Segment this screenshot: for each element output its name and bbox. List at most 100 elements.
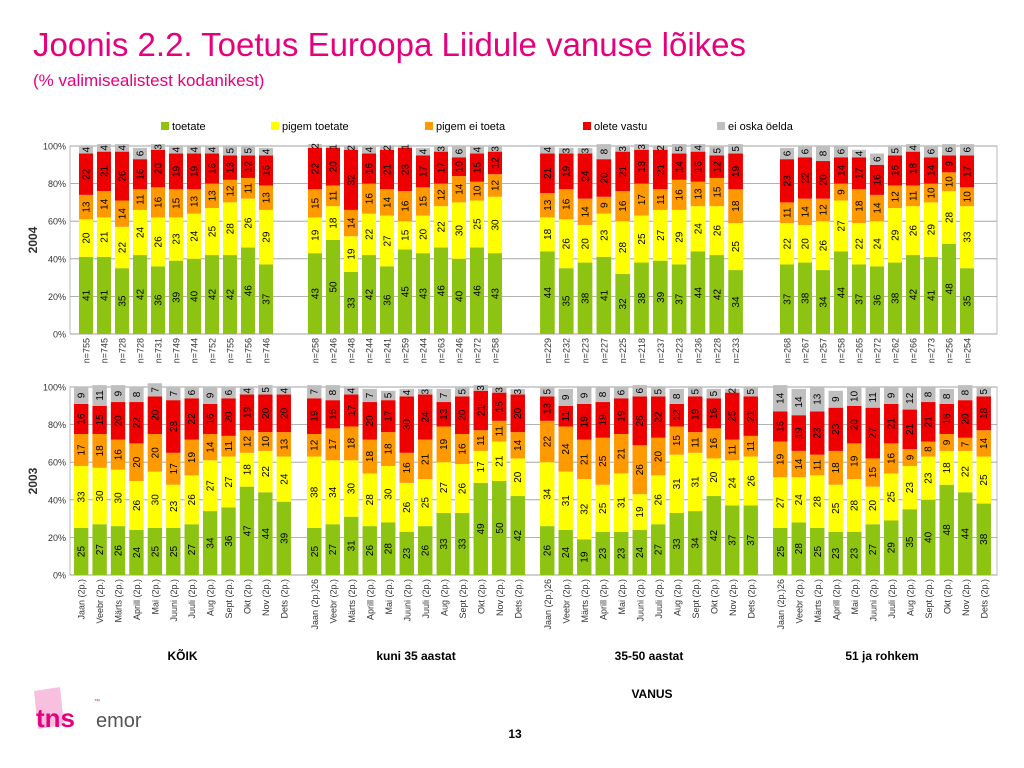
data-label: 33 (77, 491, 88, 503)
data-label: 8 (599, 148, 610, 154)
x-tick-label: Juuli (2p.) (187, 579, 197, 619)
bar-segment (887, 185, 903, 209)
bar-segment (132, 159, 148, 190)
bar-segment (202, 511, 218, 575)
data-label: 33 (963, 231, 974, 243)
x-tick-label: n=236 (693, 338, 703, 363)
bar-segment (615, 151, 631, 192)
data-label: 4 (855, 150, 866, 156)
data-label: 21 (495, 455, 506, 467)
data-label: 31 (561, 495, 572, 507)
bar-segment (399, 531, 414, 575)
bar-segment (941, 155, 957, 173)
bar-segment (728, 223, 743, 271)
data-label: 19 (617, 410, 628, 422)
x-tick-label: Veebr (2p.) (794, 579, 804, 624)
bar-segment (651, 396, 666, 438)
bar-segment (74, 465, 89, 528)
bar-segment (455, 434, 470, 465)
data-label: 18 (329, 217, 340, 229)
data-label: 27 (383, 235, 394, 247)
data-label: 20 (819, 174, 830, 186)
bar-segment (651, 437, 666, 476)
bar-segment (540, 153, 555, 193)
bar-segment (671, 209, 687, 265)
bar-segment (905, 185, 921, 207)
bar-segment (577, 153, 593, 199)
bar-segment (325, 206, 341, 240)
x-tick-label: n=244 (365, 338, 375, 363)
data-label: 19 (347, 248, 358, 260)
data-label: 14 (347, 217, 358, 229)
data-label: 35 (905, 536, 916, 548)
data-label: 15 (473, 162, 484, 174)
data-label: 16 (942, 413, 953, 425)
bar-segment (887, 262, 903, 334)
bar-segment (810, 411, 825, 455)
x-tick-label: Märts (2p.) (347, 579, 357, 623)
data-label: 18 (942, 462, 953, 474)
bar-segment (492, 481, 507, 575)
data-label: 5 (244, 147, 255, 153)
bar-segment (743, 505, 758, 575)
bar-segment (902, 387, 917, 410)
data-label: 26 (132, 499, 143, 511)
data-label: 6 (224, 389, 235, 395)
data-label: 11 (691, 437, 702, 448)
data-label: 16 (401, 200, 412, 212)
bar-segment (959, 155, 975, 188)
data-label: 11 (329, 190, 340, 201)
data-label: 21 (543, 167, 554, 179)
data-label: 16 (887, 452, 898, 464)
x-tick-label: n=273 (927, 338, 937, 363)
data-label: 27 (837, 220, 848, 232)
bar-segment (96, 151, 112, 192)
bar-segment (510, 432, 525, 459)
data-label: 16 (873, 174, 884, 186)
bar-segment (847, 405, 862, 444)
bar-segment (725, 388, 740, 393)
data-label: 28 (365, 494, 376, 506)
bar-segment (902, 465, 917, 510)
data-label: 18 (95, 445, 106, 457)
bar-segment (379, 215, 395, 267)
legend-swatch (583, 122, 591, 130)
data-label: 14 (927, 164, 938, 176)
bar-segment (186, 213, 202, 259)
bar-segment (74, 528, 89, 575)
x-tick-label: Sept (2p.) (691, 579, 701, 619)
bar-segment (558, 529, 573, 575)
bar-segment (577, 403, 592, 440)
data-label: 6 (617, 389, 628, 395)
x-tick-label: Juuni (2p.) (868, 579, 878, 622)
bar-segment (202, 460, 218, 512)
bar-segment (688, 511, 703, 575)
data-label: 9 (887, 392, 898, 398)
bar-segment (204, 146, 220, 154)
bar-segment (147, 528, 163, 575)
bar-segment (344, 460, 359, 517)
data-label: 21 (618, 165, 629, 177)
data-label: 5 (746, 388, 757, 394)
bar-segment (239, 430, 255, 453)
data-label: 14 (873, 202, 884, 214)
y-tick-label: 100% (43, 383, 66, 393)
data-label: 4 (909, 145, 920, 151)
group-label: 51 ja rohkem (845, 649, 918, 663)
data-label: 42 (513, 530, 524, 542)
x-tick-label: Veebr (2p.) (328, 579, 338, 624)
bar-segment (865, 387, 880, 408)
bar-segment (669, 388, 684, 404)
data-label: 39 (656, 291, 667, 303)
bar-segment (596, 144, 612, 160)
bar-segment (773, 477, 788, 528)
data-label: 14 (206, 441, 217, 453)
data-label: 17 (637, 194, 648, 206)
bar-segment (921, 387, 936, 403)
bar-segment (362, 439, 377, 474)
data-label: 42 (909, 289, 920, 301)
data-label: 18 (347, 437, 358, 449)
data-label: 41 (599, 289, 610, 301)
bar-segment (887, 208, 903, 263)
data-label: 18 (365, 451, 376, 463)
